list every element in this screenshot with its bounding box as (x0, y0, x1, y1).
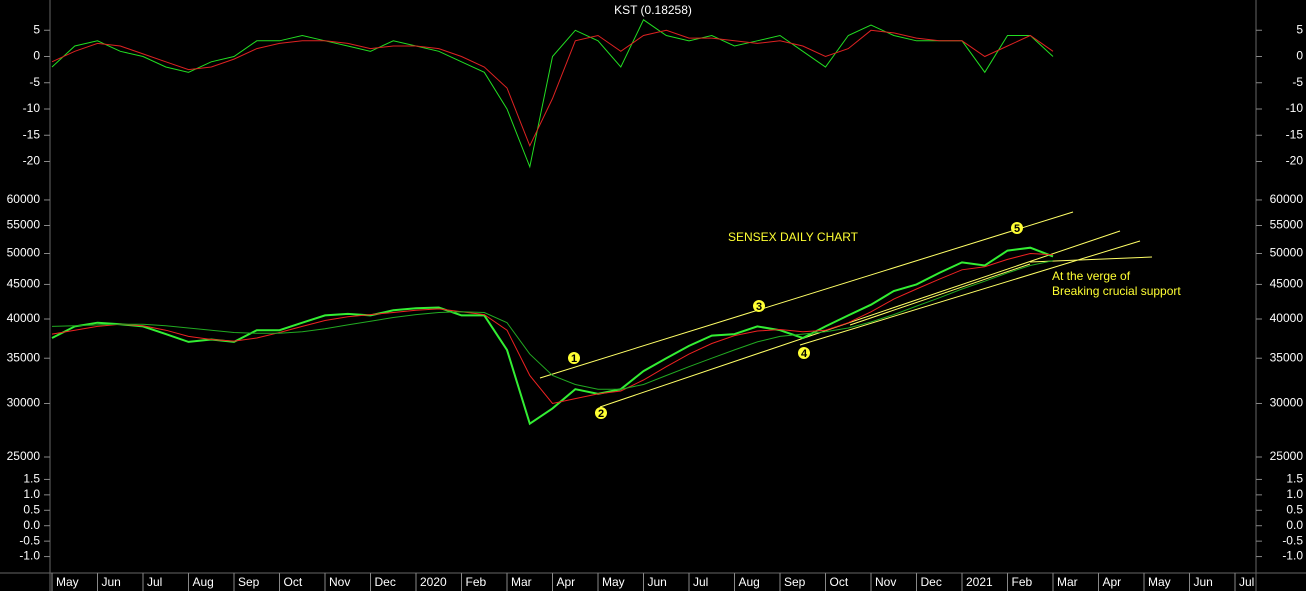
trend-lines (539, 211, 1153, 408)
series-line (51, 260, 1054, 390)
y-tick-label: 30000 (1270, 396, 1304, 410)
y-tick-label: 50000 (1270, 246, 1304, 260)
y-tick-label: -5 (29, 75, 40, 89)
y-tick-label: -15 (1286, 127, 1304, 141)
y-tick-label: 5 (33, 22, 40, 36)
y-tick-label: 40000 (7, 311, 41, 325)
y-tick-label: 50000 (7, 246, 41, 260)
y-tick-label: 0 (33, 49, 40, 63)
y-tick-label: 25000 (1270, 449, 1304, 463)
x-tick-label: Oct (830, 575, 849, 589)
annotation: Breaking crucial support (1052, 284, 1181, 298)
y-tick-label: 1.0 (23, 487, 40, 501)
x-tick-label: Aug (193, 575, 214, 589)
x-axis-strip (0, 573, 1306, 591)
x-tick-label: Jul (147, 575, 162, 589)
x-tick-label: Dec (375, 575, 396, 589)
y-tick-label: 45000 (7, 277, 41, 291)
trend-line (539, 211, 1074, 379)
series-line (51, 246, 1054, 426)
x-tick-label: Mar (511, 575, 532, 589)
wave-label: 4 (801, 348, 808, 360)
series-line (51, 19, 1054, 169)
wave-label: 2 (598, 408, 604, 420)
x-tick-label: Jun (1194, 575, 1213, 589)
x-tick-label: Jun (648, 575, 667, 589)
y-tick-label: 55000 (1270, 218, 1304, 232)
y-tick-label: -1.0 (1282, 549, 1303, 563)
y-tick-label: 0.5 (1286, 502, 1303, 516)
y-tick-label: -5 (1292, 75, 1303, 89)
y-tick-label: 1.5 (23, 472, 40, 486)
y-tick-label: 30000 (7, 396, 41, 410)
y-tick-label: 0 (1296, 49, 1303, 63)
y-tick-label: -10 (23, 101, 41, 115)
y-tick-label: 0.0 (1286, 518, 1303, 532)
x-tick-label: Nov (875, 575, 896, 589)
y-tick-label: -1.0 (19, 549, 40, 563)
y-tick-label: -0.5 (1282, 533, 1303, 547)
y-tick-label: 1.5 (1286, 472, 1303, 486)
x-tick-label: Dec (921, 575, 942, 589)
y-tick-label: 0.5 (23, 502, 40, 516)
wave-marker (798, 347, 810, 359)
wave-marker (753, 300, 765, 312)
y-tick-label: 45000 (1270, 277, 1304, 291)
trend-line (799, 240, 1141, 346)
x-tick-label: 2021 (966, 575, 993, 589)
x-tick-label: Mar (1057, 575, 1078, 589)
x-tick-label: May (56, 575, 79, 589)
y-tick-label: -15 (23, 127, 41, 141)
y-tick-label: 60000 (7, 192, 41, 206)
x-tick-label: Jul (1239, 575, 1254, 589)
wave-label: 5 (1014, 223, 1020, 235)
y-tick-label: 0.0 (23, 518, 40, 532)
trend-line (599, 230, 1121, 408)
y-tick-label: 1.0 (1286, 487, 1303, 501)
kst-title: KST (0.18258) (614, 3, 692, 17)
trend-line (849, 263, 1031, 326)
y-tick-label: 5 (1296, 22, 1303, 36)
y-tick-label: -10 (1286, 101, 1304, 115)
y-tick-label: 35000 (7, 350, 41, 364)
y-tick-label: -20 (23, 154, 41, 168)
wave-marker (595, 407, 607, 419)
wave-marker (1011, 222, 1023, 234)
y-tick-label: 40000 (1270, 311, 1304, 325)
price-title: SENSEX DAILY CHART (728, 230, 859, 244)
y-tick-label: -20 (1286, 154, 1304, 168)
series-line (51, 252, 1054, 405)
x-tick-label: Apr (1103, 575, 1122, 589)
x-tick-label: Nov (329, 575, 350, 589)
x-tick-label: 2020 (420, 575, 447, 589)
y-tick-label: -0.5 (19, 533, 40, 547)
wave-label: 1 (571, 353, 577, 365)
x-tick-label: Apr (557, 575, 576, 589)
x-tick-label: Sep (784, 575, 806, 589)
y-tick-label: 25000 (7, 449, 41, 463)
wave-label: 3 (756, 301, 762, 313)
x-tick-label: May (1148, 575, 1171, 589)
x-tick-label: Oct (284, 575, 303, 589)
y-tick-label: 55000 (7, 218, 41, 232)
x-tick-label: May (602, 575, 625, 589)
series-line (51, 29, 1054, 148)
wave-marker (568, 352, 580, 364)
y-tick-label: 35000 (1270, 350, 1304, 364)
x-tick-label: Feb (1012, 575, 1033, 589)
x-tick-label: Aug (739, 575, 760, 589)
annotation: At the verge of (1052, 269, 1131, 283)
x-tick-label: Jun (102, 575, 121, 589)
x-tick-label: Jul (693, 575, 708, 589)
x-tick-label: Sep (238, 575, 260, 589)
y-tick-label: 60000 (1270, 192, 1304, 206)
x-tick-label: Feb (466, 575, 487, 589)
